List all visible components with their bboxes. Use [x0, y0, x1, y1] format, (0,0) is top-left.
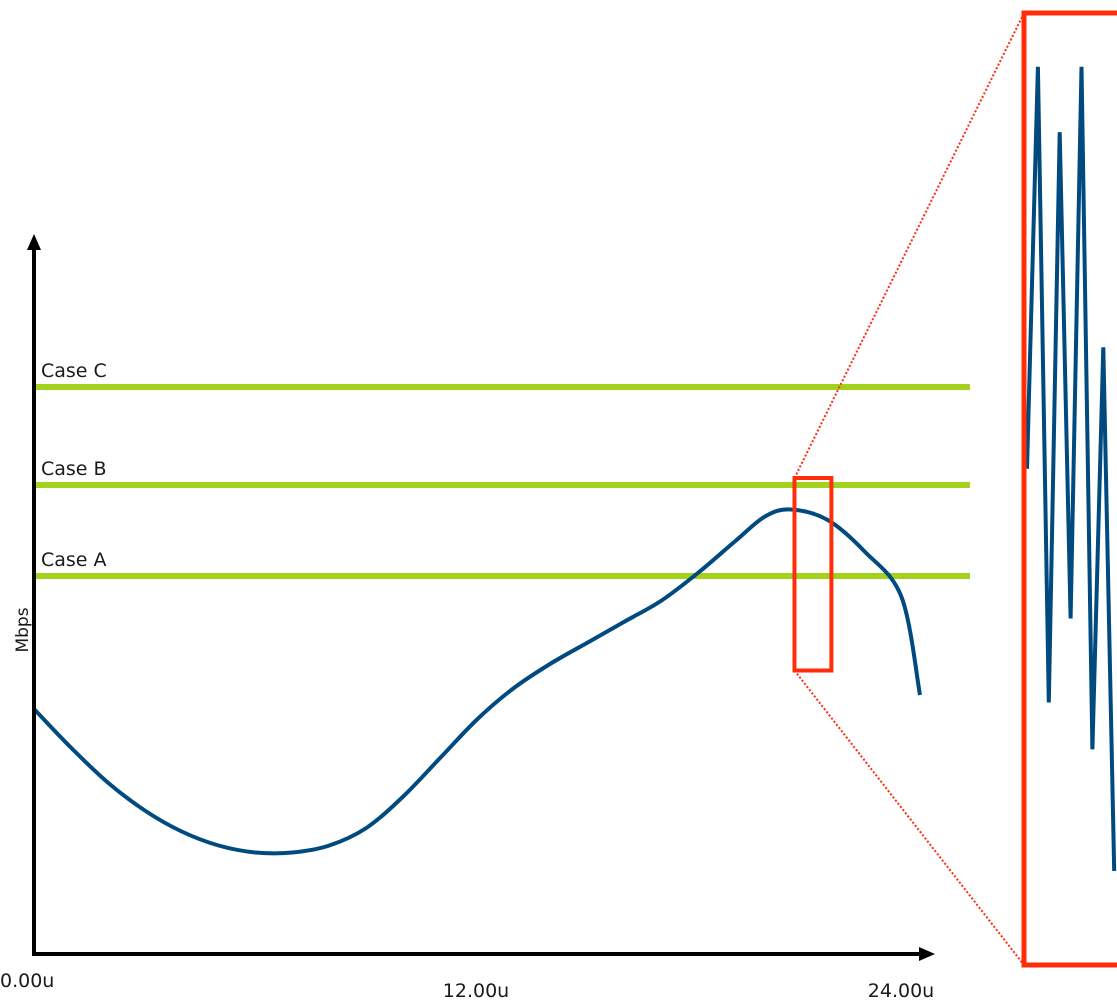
threshold-label-case-b: Case B: [41, 458, 107, 480]
zoom-connector-bottom: [793, 669, 1025, 966]
threshold-label-case-a: Case A: [41, 549, 107, 571]
x-tick-label-1: 12.00u: [443, 980, 509, 1001]
inset-detail-line: [1025, 66, 1117, 871]
threshold-labels: Case C Case B Case A: [41, 360, 107, 571]
y-axis-arrow: [27, 234, 41, 250]
threshold-label-case-c: Case C: [41, 360, 107, 382]
zoom-region-box: [792, 476, 834, 673]
inset-zoom-frame: [1021, 10, 1117, 968]
zoom-connector-top: [793, 12, 1025, 479]
x-tick-label-0: 0.00u: [0, 970, 54, 992]
x-axis-arrow: [919, 947, 935, 961]
series-line: [32, 507, 922, 856]
y-axis-label: Mbps: [13, 607, 33, 652]
threshold-lines: [34, 384, 970, 579]
x-tick-label-2: 24.00u: [868, 980, 934, 1001]
